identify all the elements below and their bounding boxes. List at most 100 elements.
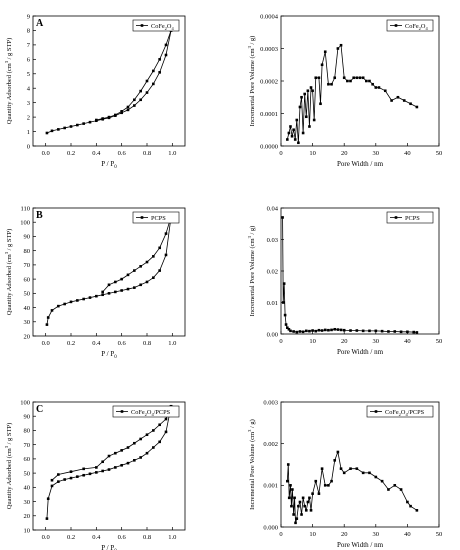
y-tick-label: 30 [24,499,31,506]
data-point [50,129,54,133]
data-point [152,429,155,432]
data-point [336,47,340,50]
data-point [383,89,387,93]
data-point [380,479,384,483]
data-point [164,253,168,257]
data-point [368,329,371,333]
data-point [306,500,310,504]
data-point [301,330,305,334]
data-point [107,292,111,295]
x-tick-label: 0.6 [118,340,127,347]
x-tick-label: 0.0 [42,150,50,157]
data-point [158,269,161,272]
y-tick-label: 60 [24,276,31,283]
x-tick-label: 1.0 [168,534,176,541]
data-point [158,246,161,250]
data-point [133,286,136,289]
data-point [88,472,92,476]
data-point [281,216,284,219]
data-point [287,327,291,331]
data-point [63,126,66,130]
data-point [327,82,330,86]
data-point [88,296,92,299]
data-point [50,478,54,482]
data-point [126,105,130,109]
data-point [371,82,374,86]
data-point [164,232,168,235]
y-tick-label: 0.0001 [260,111,278,118]
data-point [158,423,161,427]
legend: CoFe2O4/PCPS [366,405,434,418]
legend-marker [374,410,378,413]
data-point [139,456,142,459]
data-point [415,105,419,109]
data-point [412,330,416,334]
legend: PCPS [386,211,434,224]
y-tick-label: 0 [27,143,30,150]
legend-label: CoFe2O4/PCPS [131,409,171,417]
data-point [311,329,314,332]
legend-box [386,211,434,224]
data-point [287,131,291,135]
data-point [349,79,352,83]
series-line [286,450,418,523]
x-tick-label: 40 [404,531,411,538]
legend: PCPS [132,211,180,224]
x-tick-label: 30 [373,150,380,157]
data-point [139,89,142,93]
data-point [120,289,123,292]
y-tick-label: 40 [24,485,31,492]
y-axis-label: Quantity Adsorbed (cm3 / g STP) [4,229,13,316]
legend-box [132,211,180,224]
data-point [355,329,359,332]
data-point [317,492,321,495]
x-tick-label: 10 [309,150,316,157]
data-point [133,459,136,462]
data-point [358,76,362,80]
x-tick-label: 0.8 [143,534,151,541]
data-point [298,330,302,333]
panel-label: B [36,210,43,221]
x-axis-label: Pore Width / nm [337,160,384,168]
data-point [304,329,308,333]
data-point [377,86,381,89]
data-point [290,504,293,508]
y-tick-label: 0.0003 [260,46,278,53]
y-tick-label: 6 [27,57,31,64]
data-point [101,290,104,294]
data-point [145,79,149,83]
x-tick-label: 20 [341,338,348,345]
x-tick-label: 40 [404,150,411,157]
data-point [387,488,390,491]
data-point [303,504,306,508]
data-point [323,484,327,487]
data-point [152,255,155,258]
legend-box [112,405,180,418]
data-point [295,517,299,520]
y-tick-label: 0.002 [263,441,278,448]
data-point [45,517,49,520]
data-point [352,76,355,80]
y-tick-label: 20 [24,333,31,340]
y-tick-label: 8 [27,28,30,35]
data-point [301,131,305,135]
x-tick-label: 50 [436,338,443,345]
legend-marker [120,410,124,413]
data-point [88,120,92,124]
data-point [330,479,333,483]
data-point [294,521,297,525]
data-point [152,82,155,86]
series-line [46,216,172,325]
data-point [101,469,104,473]
data-point [164,53,168,57]
data-point [145,280,149,284]
data-point [292,330,295,333]
data-point [342,76,346,80]
data-point [164,417,168,421]
chart-panel-3: 0.0 0.2 0.4 0.6 0.8 1.0 20 30 40 50 60 70 80 90 100 110… [4,205,186,360]
data-point [133,98,136,102]
data-point [409,504,412,508]
data-point [300,95,303,99]
y-axis-label: Incremental Pore Volume (cm3 / g) [247,226,256,317]
legend-marker [140,24,144,27]
